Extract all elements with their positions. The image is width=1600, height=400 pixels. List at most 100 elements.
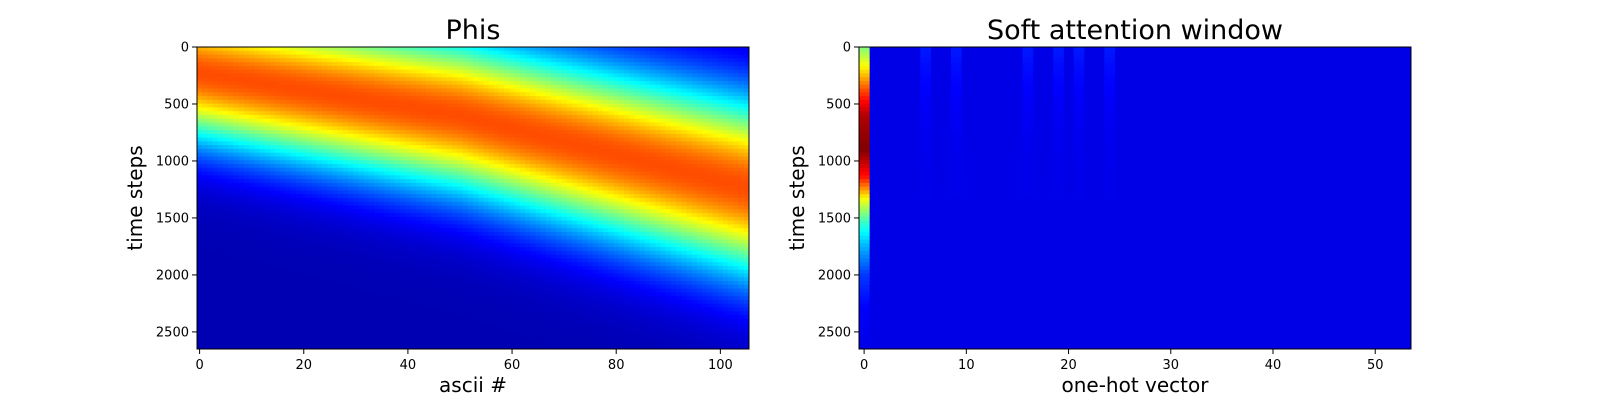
heatmap-cell	[207, 303, 214, 309]
heatmap-cell	[348, 171, 354, 176]
heatmap-cell	[259, 311, 266, 316]
heatmap-cell	[415, 88, 422, 93]
heatmap-cell	[493, 179, 500, 184]
heatmap-cell	[316, 243, 323, 248]
heatmap-cell	[327, 69, 333, 75]
heatmap-cell	[374, 281, 380, 286]
heatmap-cell	[452, 137, 458, 142]
heatmap-cell	[493, 322, 500, 327]
heatmap-cell	[499, 205, 505, 210]
heatmap-cell	[285, 231, 292, 237]
heatmap-cell	[363, 171, 370, 176]
heatmap-cell	[223, 216, 229, 222]
heatmap-cell	[223, 118, 229, 124]
heatmap-cell	[410, 258, 417, 263]
heatmap-cell	[462, 277, 469, 282]
heatmap-cell	[436, 186, 443, 192]
heatmap-cell	[301, 164, 307, 169]
heatmap-cell	[249, 326, 255, 331]
heatmap-cell	[499, 47, 505, 52]
heatmap-cell	[238, 299, 245, 305]
heatmap-cell	[197, 303, 203, 309]
heatmap-cell	[514, 307, 521, 312]
heatmap-cell	[374, 341, 380, 346]
heatmap-cell	[504, 47, 511, 52]
heatmap-cell	[441, 54, 448, 59]
heatmap-cell	[321, 179, 328, 184]
heatmap-cell	[483, 315, 490, 320]
heatmap-cell	[290, 194, 297, 199]
heatmap-cell	[264, 103, 271, 109]
heatmap-cell	[243, 107, 250, 112]
heatmap-cell	[264, 201, 271, 207]
heatmap-cell	[290, 288, 297, 293]
heatmap-cell	[389, 62, 396, 67]
heatmap-cell	[264, 224, 271, 229]
heatmap-cell	[207, 99, 214, 105]
heatmap-cell	[212, 296, 219, 301]
heatmap-cell	[228, 341, 235, 346]
heatmap-cell	[358, 315, 365, 320]
heatmap-cell	[431, 171, 438, 176]
heatmap-cell	[316, 250, 323, 256]
heatmap-cell	[249, 137, 255, 142]
heatmap-cell	[446, 194, 453, 199]
heatmap-cell	[348, 194, 354, 199]
heatmap-cell	[280, 96, 287, 101]
heatmap-cell	[269, 315, 276, 320]
heatmap-cell	[280, 311, 287, 316]
heatmap-cell	[488, 65, 495, 71]
heatmap-cell	[295, 137, 302, 142]
heatmap-cell	[488, 160, 495, 165]
heatmap-cell	[462, 254, 469, 260]
heatmap-cell	[436, 205, 443, 210]
heatmap-cell	[243, 54, 250, 59]
heatmap-cell	[321, 80, 328, 86]
heatmap-cell	[280, 254, 287, 260]
heatmap-cell	[290, 58, 297, 63]
heatmap-cell	[519, 126, 526, 131]
heatmap-cell	[358, 292, 365, 297]
heatmap-cell	[269, 175, 276, 180]
heatmap-cell	[207, 194, 214, 199]
heatmap-cell	[233, 292, 240, 297]
heatmap-cell	[306, 265, 313, 271]
heatmap-cell	[223, 311, 229, 316]
heatmap-cell	[462, 292, 469, 297]
heatmap-cell	[462, 315, 469, 320]
heatmap-cell	[374, 326, 380, 331]
heatmap-cell	[353, 69, 360, 75]
heatmap-cell	[394, 216, 401, 222]
heatmap-cell	[446, 103, 453, 109]
heatmap-cell	[316, 92, 323, 97]
heatmap-cell	[514, 299, 521, 305]
heatmap-cell	[363, 315, 370, 320]
heatmap-cell	[473, 292, 479, 297]
heatmap-cell	[316, 303, 323, 309]
heatmap-cell	[285, 190, 292, 195]
heatmap-cell	[290, 182, 297, 188]
heatmap-cell	[207, 118, 214, 124]
heatmap-cell	[436, 231, 443, 237]
heatmap-cell	[467, 175, 474, 180]
heatmap-cell	[212, 84, 219, 90]
heatmap-cell	[493, 284, 500, 290]
heatmap-cell	[217, 47, 224, 52]
heatmap-cell	[233, 209, 240, 214]
heatmap-cell	[280, 50, 287, 56]
heatmap-cell	[212, 273, 219, 278]
heatmap-cell	[514, 235, 521, 241]
heatmap-cell	[504, 73, 511, 78]
heatmap-cell	[280, 160, 287, 165]
heatmap-cell	[405, 265, 412, 271]
heatmap-cell	[462, 345, 469, 349]
heatmap-cell	[269, 296, 276, 301]
heatmap-cell	[223, 164, 229, 169]
heatmap-cell	[504, 273, 511, 278]
heatmap-cell	[389, 179, 396, 184]
heatmap-cell	[197, 258, 203, 263]
heatmap-cell	[228, 318, 235, 324]
heatmap-cell	[384, 84, 391, 90]
heatmap-cell	[243, 179, 250, 184]
heatmap-cell	[457, 262, 464, 267]
